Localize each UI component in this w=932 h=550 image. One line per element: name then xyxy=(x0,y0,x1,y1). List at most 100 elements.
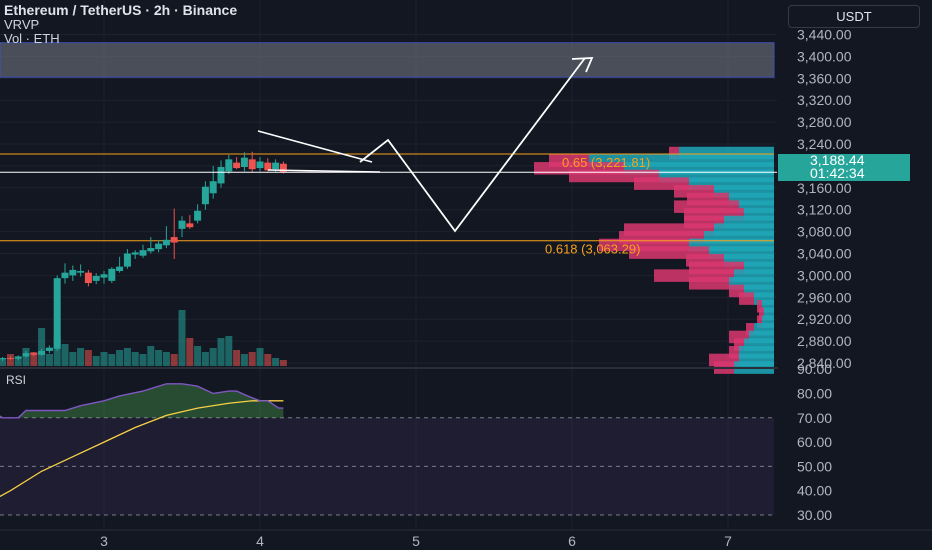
volume-bar xyxy=(147,346,155,366)
candle-body xyxy=(116,266,124,272)
price-axis-label: 3,240.00 xyxy=(797,136,852,152)
triangle-upper-line xyxy=(257,130,373,163)
candle-body xyxy=(233,162,241,169)
volume-bar xyxy=(272,358,280,366)
price-axis-label: 3,040.00 xyxy=(797,246,852,262)
symbol-title[interactable]: Ethereum / TetherUS · 2h · Binance xyxy=(4,2,238,18)
rsi-ma-line xyxy=(0,400,284,498)
rsi-axis-label: 60.00 xyxy=(797,434,832,450)
candle-body xyxy=(45,347,53,351)
candle-body xyxy=(131,252,139,255)
price-axis-label: 2,840.00 xyxy=(797,355,852,371)
rsi-axis-label: 70.00 xyxy=(797,410,832,426)
rsi-axis-label: 40.00 xyxy=(797,483,832,499)
candle-body xyxy=(201,186,209,205)
rsi-indicator-label[interactable]: RSI xyxy=(6,373,27,387)
candle-body xyxy=(139,250,147,256)
volume-bar xyxy=(240,354,248,366)
projection-path xyxy=(359,57,586,233)
volume-bar xyxy=(45,354,53,366)
candle-body xyxy=(30,353,38,355)
volume-bar xyxy=(178,310,186,366)
volume-bar xyxy=(116,350,124,366)
volume-bar xyxy=(84,350,92,366)
volume-bar xyxy=(0,358,7,366)
candle-body xyxy=(155,243,163,250)
rsi-line xyxy=(0,383,284,419)
volume-bar xyxy=(14,357,22,366)
rsi-axis-label: 80.00 xyxy=(797,386,832,402)
volume-bar xyxy=(30,352,38,366)
volume-bar xyxy=(77,348,85,366)
volume-profile-bar-down xyxy=(739,292,754,305)
volume-bar xyxy=(131,352,139,366)
volume-profile-bar-down xyxy=(689,277,729,290)
currency-button[interactable]: USDT xyxy=(788,5,920,28)
candle-body xyxy=(84,272,92,284)
price-axis-label: 3,080.00 xyxy=(797,224,852,240)
candle-body xyxy=(225,159,233,172)
price-axis-label: 3,440.00 xyxy=(797,27,852,43)
volume-bar xyxy=(194,346,202,366)
candle-body xyxy=(178,220,186,229)
time-axis-label: 7 xyxy=(724,533,732,549)
candle-body xyxy=(100,274,108,278)
volume-bar xyxy=(108,354,116,366)
price-axis-label: 3,280.00 xyxy=(797,114,852,130)
volume-profile-bar-down xyxy=(759,307,764,321)
candle-body xyxy=(162,239,170,246)
volume-bar xyxy=(155,350,163,366)
volume-indicator-label[interactable]: Vol · ETH xyxy=(4,31,60,46)
price-axis-label: 3,400.00 xyxy=(797,48,852,64)
candle-body xyxy=(256,161,264,169)
rsi-axis-label: 30.00 xyxy=(797,507,832,523)
candle-body xyxy=(170,237,178,243)
volume-bar xyxy=(217,338,225,366)
candle-body xyxy=(38,350,46,355)
volume-bar xyxy=(248,352,256,366)
vrvp-indicator-label[interactable]: VRVP xyxy=(4,17,40,32)
candle-body xyxy=(194,210,202,221)
price-axis-label: 3,160.00 xyxy=(797,180,852,196)
rsi-axis-label: 50.00 xyxy=(797,458,832,474)
volume-bar xyxy=(53,336,61,366)
candle-body xyxy=(240,157,248,167)
volume-bar xyxy=(186,338,194,366)
candle-body xyxy=(209,181,217,194)
volume-bar xyxy=(6,354,14,366)
volume-bar xyxy=(123,348,131,366)
volume-bar xyxy=(162,352,170,366)
price-axis-label: 2,960.00 xyxy=(797,289,852,305)
volume-profile-bar-down xyxy=(734,338,744,351)
time-axis-label: 4 xyxy=(256,533,264,549)
time-axis-label: 5 xyxy=(412,533,420,549)
time-axis-label: 6 xyxy=(568,533,576,549)
price-axis-label: 3,120.00 xyxy=(797,202,852,218)
volume-bar xyxy=(139,354,147,366)
volume-bar xyxy=(69,352,77,366)
current-price-value: 3,188.44 xyxy=(810,152,865,168)
candle-body xyxy=(186,223,194,228)
candle-body xyxy=(147,248,155,252)
candle-body xyxy=(61,272,69,279)
candle-body xyxy=(108,268,116,281)
candle-body xyxy=(14,356,22,359)
candle-body xyxy=(77,271,85,273)
volume-bar xyxy=(264,354,272,366)
candle-body xyxy=(53,278,61,349)
candle-body xyxy=(272,162,280,170)
volume-bar xyxy=(209,348,217,366)
price-scale xyxy=(778,0,932,530)
candle-body xyxy=(0,358,7,360)
volume-profile-bar-down xyxy=(757,300,762,313)
resistance-zone xyxy=(0,42,775,78)
rsi-overbought-fill xyxy=(0,383,284,418)
price-axis-label: 3,360.00 xyxy=(797,70,852,86)
volume-profile-bar-up xyxy=(764,307,774,321)
volume-bar xyxy=(201,352,209,366)
candle-body xyxy=(123,253,131,267)
volume-bar xyxy=(61,344,69,366)
fib-level-label: 0.618 (3,063.29) xyxy=(545,242,640,257)
volume-bar xyxy=(256,348,264,366)
